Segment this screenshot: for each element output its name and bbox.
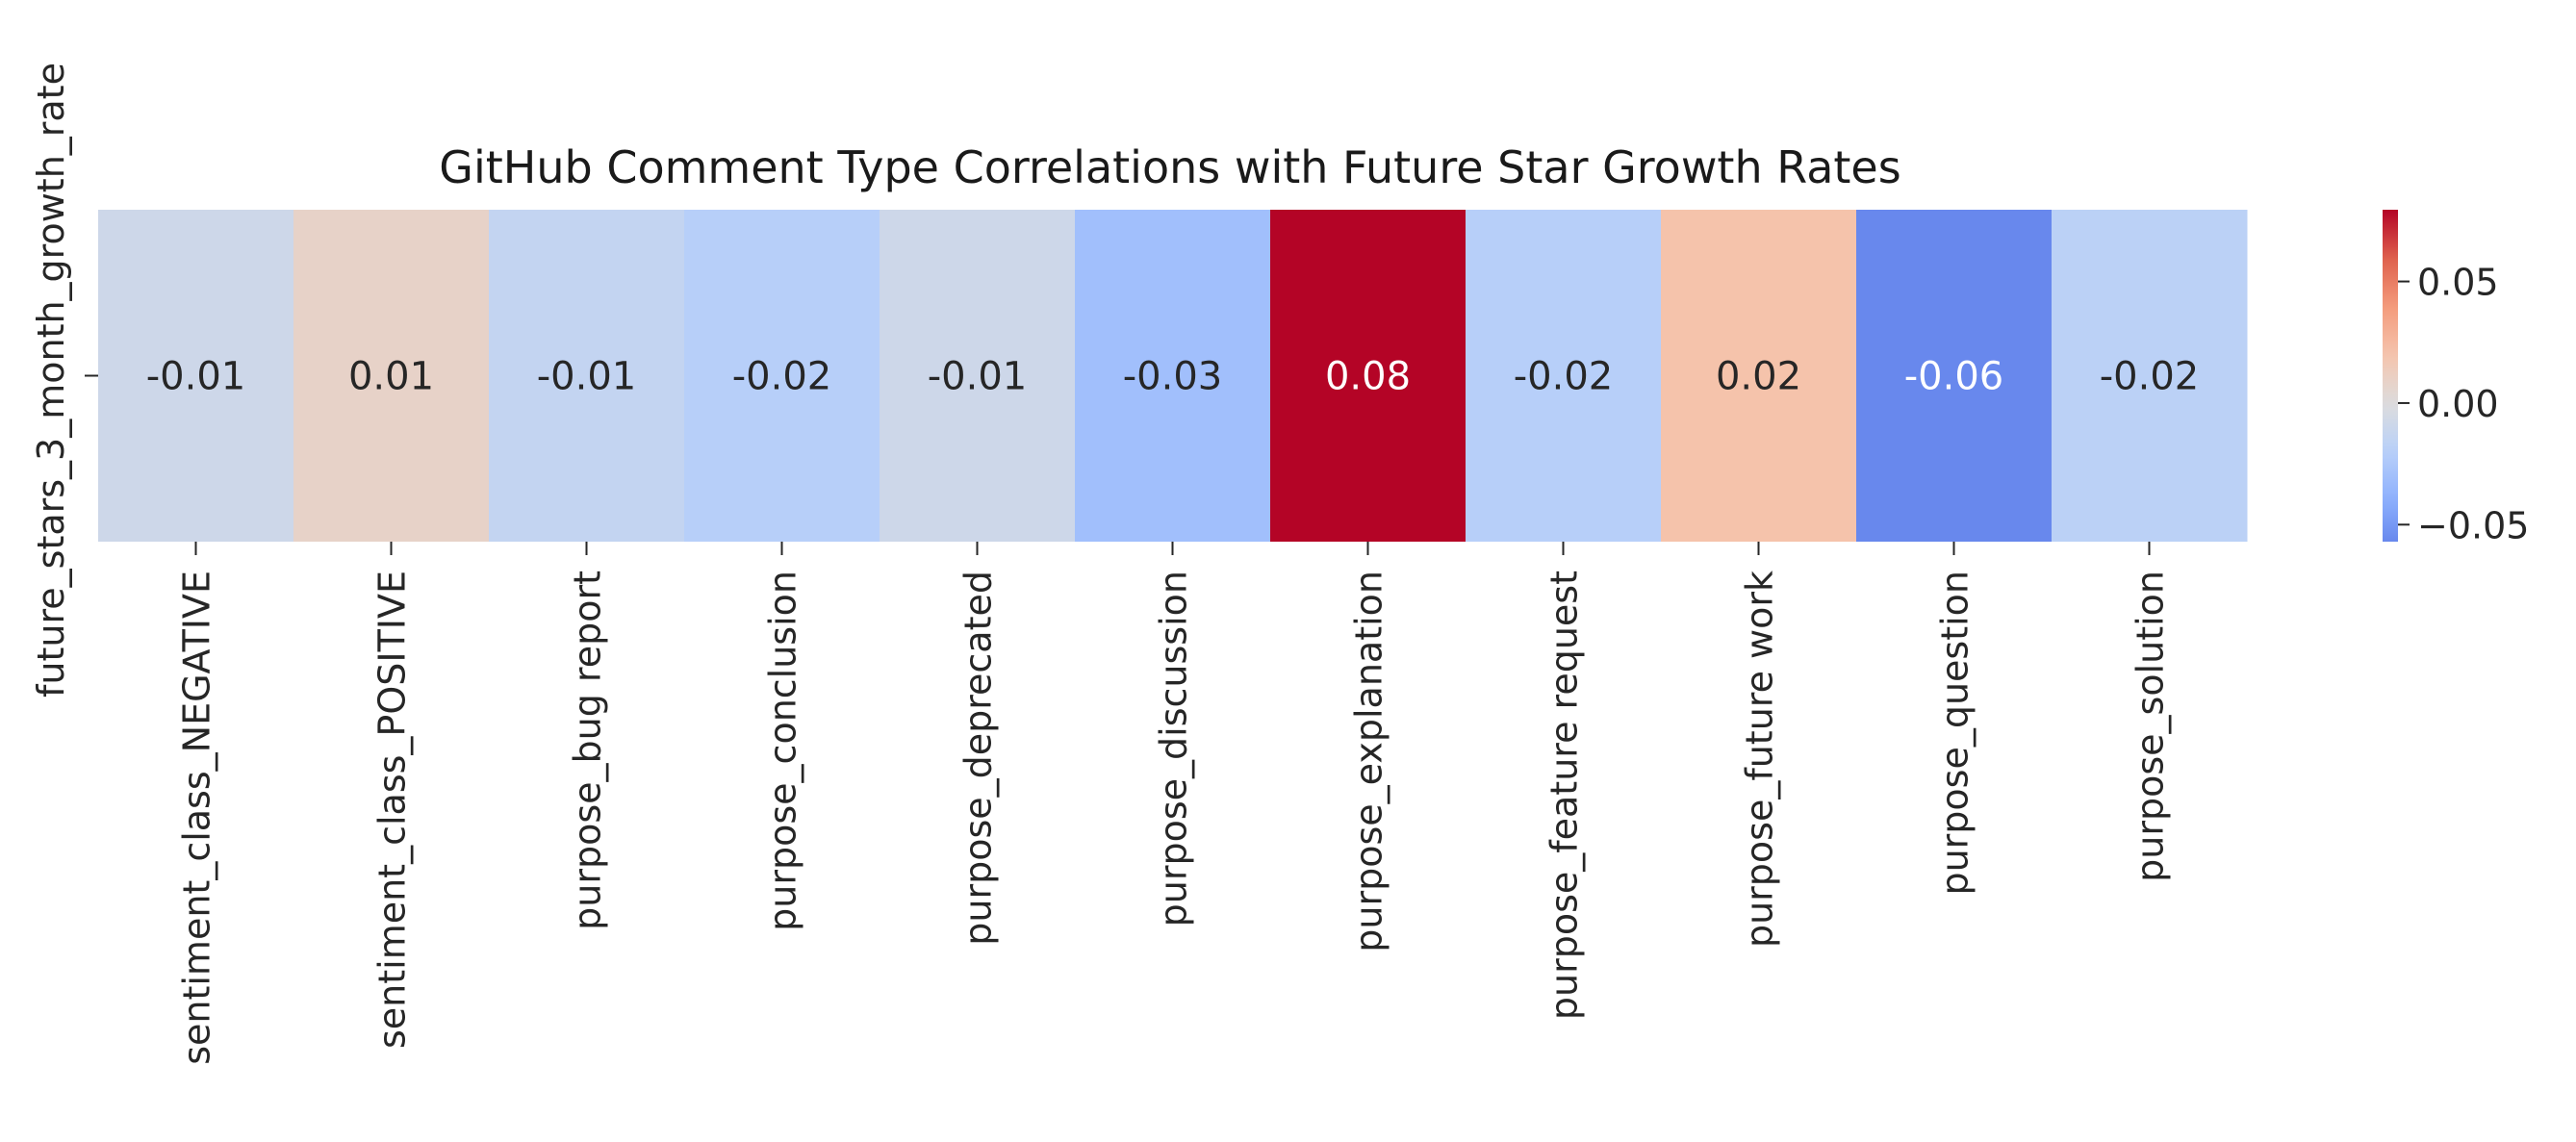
x-tick-label: purpose_conclusion [762,571,804,931]
cell-annotation: -0.02 [1514,355,1614,399]
cell-annotation: 0.08 [1325,355,1411,399]
heatmap-cell [1466,210,1662,542]
x-tick-label: purpose_feature request [1543,571,1586,1020]
colorbar-gradient [2383,210,2398,542]
colorbar-tick-label: 0.05 [2417,262,2499,304]
x-tick-label: sentiment_class_POSITIVE [371,571,414,1049]
cell-annotation: -0.01 [146,355,246,399]
x-tick-label: purpose_question [1934,571,1977,896]
heatmap-cells: -0.01 0.01 -0.01 -0.02 -0.01 -0.03 0.08 -0.02 0.… [98,210,2248,542]
cell-annotation: -0.02 [732,355,832,399]
x-tick-label: purpose_bug report [567,571,609,930]
x-tick-label: purpose_discussion [1153,571,1195,926]
colorbar-tick-label: 0.00 [2417,383,2499,425]
x-tick-label: purpose_solution [2130,571,2172,882]
heatmap-cell [1270,210,1467,542]
x-tick-label: purpose_deprecated [957,571,1000,946]
heatmap-cell [880,210,1076,542]
cell-annotation: -0.01 [537,355,637,399]
y-axis-ticks: future_stars_3_month_growth_rate [30,63,98,698]
colorbar: 0.05 0.00 −0.05 [2383,210,2529,546]
cell-annotation: -0.03 [1123,355,1223,399]
x-tick-label: purpose_explanation [1348,571,1390,952]
cell-annotation: -0.06 [1904,355,2004,399]
colorbar-tick-label: −0.05 [2417,504,2529,546]
cell-annotation: 0.01 [348,355,434,399]
x-tick-label: purpose_future work [1739,571,1781,948]
heatmap-cell [1075,210,1271,542]
chart-title: GitHub Comment Type Correlations with Fu… [439,141,1900,193]
cell-annotation: -0.02 [2100,355,2200,399]
cell-annotation: -0.01 [928,355,1028,399]
heatmap-cell [1661,210,1857,542]
x-tick-label: sentiment_class_NEGATIVE [176,571,218,1065]
x-axis-ticks: sentiment_class_NEGATIVE sentiment_class_… [176,542,2172,1065]
cell-annotation: 0.02 [1716,355,1801,399]
heatmap-cell [2052,210,2248,542]
y-tick-label: future_stars_3_month_growth_rate [30,63,72,698]
heatmap-cell [489,210,685,542]
heatmap-cell [1856,210,2053,542]
heatmap-cell [293,210,490,542]
heatmap-cell [684,210,880,542]
heatmap-cell [98,210,294,542]
